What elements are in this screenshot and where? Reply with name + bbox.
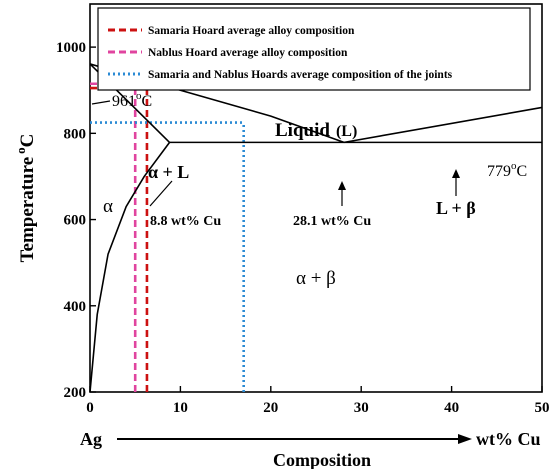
eutectic-temp-label: 779oC xyxy=(487,160,527,180)
y-tick-label: 400 xyxy=(64,299,87,315)
eutectic-comp-arrowhead xyxy=(338,181,346,190)
alpha-plus-beta-label: α + β xyxy=(296,268,336,289)
phase-line-solvus xyxy=(89,141,171,393)
legend: Samaria Hoard average alloy composition … xyxy=(97,7,531,91)
eutectic-comp-label: 28.1 wt% Cu xyxy=(293,214,371,229)
alpha-plus-liquid-label: α + L xyxy=(148,162,189,182)
x-axis-right-label: wt% Cu xyxy=(476,429,541,449)
alpha-limit-pointer xyxy=(149,180,173,207)
y-tick-label: 600 xyxy=(64,213,87,229)
legend-label-joints: Samaria and Nablus Hoards average compos… xyxy=(148,69,453,81)
alpha-region-label: α xyxy=(103,196,113,217)
axes: 0 10 20 30 40 50 200 400 600 800 1000 xyxy=(56,40,550,416)
melting-point-pointer xyxy=(91,100,111,105)
x-tick-label: 30 xyxy=(354,400,369,416)
y-tick-label: 1000 xyxy=(56,40,86,56)
y-axis-title: TemperatureoC xyxy=(13,134,38,263)
annotations: 961oC Liquid (L) α + L α 779oC 8.8 wt% Cu… xyxy=(91,90,527,289)
x-tick-label: 10 xyxy=(173,400,188,416)
x-axis-direction-arrowhead xyxy=(458,434,472,444)
liquid-plus-beta-arrowhead xyxy=(452,169,460,178)
y-tick-label: 800 xyxy=(64,126,87,142)
phase-line-liquidus-right xyxy=(343,106,543,144)
x-tick-label: 20 xyxy=(263,400,278,416)
x-tick-label: 50 xyxy=(535,400,550,416)
legend-label-nablus: Nablus Hoard average alloy composition xyxy=(148,47,348,59)
plot-frame xyxy=(89,3,543,393)
x-axis-title: Composition xyxy=(273,450,371,469)
liquid-plus-beta-label: L + β xyxy=(436,198,476,218)
alpha-limit-label: 8.8 wt% Cu xyxy=(150,214,221,229)
melting-point-label: 961oC xyxy=(112,90,152,110)
legend-label-samaria: Samaria Hoard average alloy composition xyxy=(148,25,355,37)
x-axis-left-label: Ag xyxy=(80,429,102,449)
y-tick-label: 200 xyxy=(64,385,87,401)
legend-box xyxy=(97,7,531,91)
liquid-region-label: Liquid (L) xyxy=(275,120,357,141)
x-tick-label: 40 xyxy=(444,400,459,416)
x-tick-label: 0 xyxy=(86,400,94,416)
data-lines xyxy=(90,82,245,392)
